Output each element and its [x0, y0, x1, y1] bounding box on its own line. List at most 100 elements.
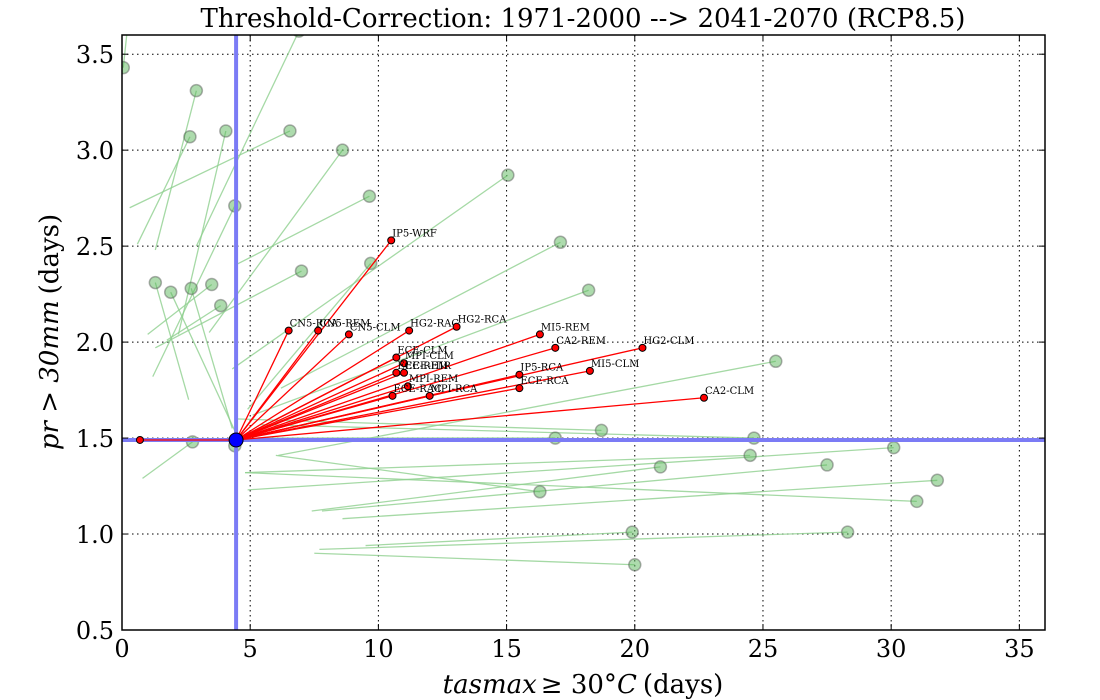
- model-point-label: CN5-REM: [319, 319, 370, 330]
- model-point: [515, 384, 524, 393]
- y-tick-label: 1.5: [76, 425, 114, 453]
- model-point-label: MI5-CLM: [591, 359, 639, 370]
- background-pair-line: [342, 479, 938, 520]
- model-point: [392, 368, 401, 377]
- background-pair-line: [136, 136, 191, 245]
- model-line: [235, 333, 541, 441]
- y-axis-label-unit: (days): [35, 214, 65, 294]
- model-point: [452, 322, 461, 331]
- background-pair-line: [208, 149, 344, 333]
- y-tick-label: 3.5: [76, 41, 114, 69]
- background-pair-line: [245, 471, 917, 503]
- background-point: [183, 129, 197, 144]
- x-tick-label: 5: [243, 635, 258, 663]
- model-point-label: ECE-RAC: [393, 384, 442, 395]
- background-point: [581, 283, 596, 298]
- y-axis-label: pr > 30mm (days): [35, 214, 65, 450]
- background-point: [769, 354, 783, 369]
- background-point: [219, 124, 233, 138]
- model-point: [387, 236, 396, 245]
- background-pair-line: [122, 35, 128, 68]
- background-point: [553, 235, 568, 250]
- background-pair-line: [231, 174, 509, 370]
- background-point: [148, 275, 163, 290]
- y-tick-label: 0.5: [76, 617, 114, 645]
- background-pair-line: [321, 464, 828, 512]
- background-point: [335, 143, 350, 157]
- model-point: [403, 382, 412, 391]
- y-tick-label: 2.5: [76, 233, 114, 261]
- model-point: [284, 326, 293, 335]
- model-point: [425, 391, 434, 400]
- background-point: [362, 189, 377, 203]
- model-line: [235, 330, 410, 441]
- background-point: [910, 494, 924, 509]
- model-line: [236, 397, 705, 441]
- model-point-label: IP5-RCA: [520, 363, 564, 374]
- background-pair-line: [129, 130, 291, 209]
- x-axis-label: tasmax ≥ 30°C (days): [443, 670, 724, 700]
- model-point-label: HG2-RCA: [458, 315, 508, 326]
- reference-lines: [122, 35, 1045, 630]
- model-point-label: MPI-REM: [409, 374, 458, 385]
- x-axis-label-var: tasmax: [443, 670, 537, 700]
- plot-frame: [121, 34, 1046, 631]
- model-line: [235, 374, 520, 441]
- background-point: [820, 458, 834, 472]
- y-tick-label: 3.0: [76, 137, 114, 165]
- background-point: [533, 485, 547, 499]
- model-point: [400, 359, 409, 368]
- reference-point-group: [228, 432, 244, 448]
- y-ticks: 0.5 1.0 1.5 2.0 2.5 3.0 3.5: [76, 41, 1045, 645]
- background-pair-line: [314, 552, 635, 566]
- background-point: [283, 124, 297, 138]
- x-tick-label: 10: [363, 635, 394, 663]
- background-point: [184, 281, 198, 296]
- background-point: [653, 460, 668, 474]
- model-line: [235, 239, 392, 441]
- background-point: [122, 60, 131, 75]
- model-point-label: MPI-RCA: [431, 384, 478, 395]
- background-pair-line: [247, 447, 894, 491]
- background-pair-line: [234, 195, 370, 266]
- background-pair-line: [147, 284, 213, 335]
- background-pair-line: [195, 35, 298, 247]
- x-tick-label: 30: [876, 635, 907, 663]
- model-point: [585, 366, 594, 375]
- model-point: [405, 326, 414, 335]
- model-point: [344, 330, 353, 339]
- model-line: [235, 395, 393, 441]
- model-line: [235, 356, 397, 441]
- model-point: [392, 353, 401, 362]
- background-pairs: [122, 35, 945, 572]
- background-pair-line: [166, 305, 222, 341]
- model-point-label: ECE-HIR: [405, 361, 451, 372]
- background-point: [363, 256, 378, 271]
- background-pair-line: [142, 441, 193, 479]
- background-point: [930, 473, 945, 488]
- x-axis-label-threshold: ≥ 30°: [541, 670, 617, 700]
- model-line: [235, 330, 319, 441]
- model-point-label: ECE-RCA: [520, 376, 569, 387]
- model-point-label: HG2-CLM: [643, 336, 694, 347]
- model-point: [400, 368, 409, 377]
- model-lines: [139, 239, 705, 441]
- y-tick-label: 2.0: [76, 329, 114, 357]
- background-point: [204, 277, 219, 292]
- model-point: [638, 343, 647, 352]
- reference-point: [228, 432, 244, 448]
- background-pair-line: [170, 291, 241, 443]
- background-point: [628, 557, 642, 572]
- model-point: [135, 435, 144, 444]
- x-tick-label: 15: [491, 635, 522, 663]
- model-point-label: MPI-CLM: [405, 351, 454, 362]
- y-tick-label: 1.0: [76, 521, 114, 549]
- x-axis-label-unit-c: C: [617, 670, 637, 700]
- model-point: [388, 391, 397, 400]
- model-line: [235, 385, 409, 441]
- background-point: [189, 83, 204, 98]
- background-pair-line: [247, 262, 372, 410]
- background-pair-line: [154, 90, 197, 251]
